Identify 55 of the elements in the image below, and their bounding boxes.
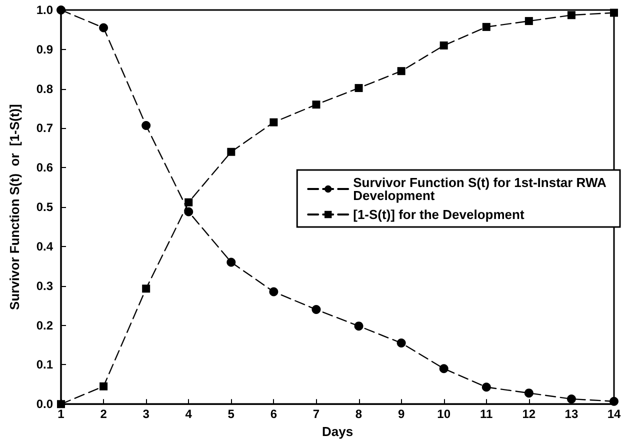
point	[524, 17, 533, 26]
x-tick-label: 11	[480, 407, 494, 422]
x-tick-label: 1	[58, 407, 65, 422]
x-tick-label: 6	[270, 407, 278, 422]
y-tick-label: 0.3	[36, 278, 54, 293]
point	[184, 198, 193, 206]
x-tick-label: 5	[228, 407, 235, 422]
point	[524, 388, 534, 398]
point	[142, 284, 150, 293]
point	[354, 84, 363, 92]
point	[312, 100, 320, 109]
x-tick-label: 2	[100, 407, 108, 422]
point	[566, 394, 576, 404]
point	[610, 396, 618, 406]
point	[439, 364, 448, 374]
x-tick-label: 3	[142, 407, 150, 422]
x-tick-label: 10	[437, 407, 451, 422]
point	[610, 8, 618, 17]
point	[142, 120, 151, 130]
point	[227, 148, 236, 156]
point	[270, 118, 278, 126]
point	[226, 258, 236, 267]
point	[100, 382, 108, 390]
x-tick-label: 13	[564, 407, 578, 422]
point	[312, 305, 321, 314]
point	[440, 41, 448, 50]
y-tick-label: 0.5	[36, 200, 54, 214]
legend-label: Survivor Function S(t) for 1st-Instar RWA Development	[353, 175, 610, 203]
y-tick-label: 0.8	[36, 82, 54, 96]
y-axis-title: Survivor Function S(t) or [1-S(t)]	[7, 104, 22, 310]
point	[354, 322, 364, 331]
x-tick-label: 4	[185, 407, 192, 422]
y-tick-label: 0.1	[36, 358, 54, 372]
x-tick-label: 8	[355, 407, 362, 422]
x-axis-title: Days	[322, 424, 354, 439]
point	[482, 382, 491, 392]
point	[567, 11, 576, 20]
legend-label: [1-S(t)] for the Development	[353, 207, 525, 222]
y-tick-label: 0.6	[36, 160, 54, 175]
y-tick-label: 0.2	[36, 318, 54, 332]
point	[269, 287, 278, 296]
y-tick-label: 1.0	[36, 3, 54, 17]
y-tick-label: 0.9	[36, 42, 54, 56]
point	[482, 22, 490, 31]
x-tick-label: 14	[607, 407, 621, 422]
x-tick-label: 9	[398, 407, 405, 422]
y-tick-label: 0.0	[36, 397, 54, 412]
point	[397, 67, 406, 76]
y-tick-label: 0.7	[36, 121, 54, 136]
y-tick-label: 0.4	[36, 239, 54, 254]
point	[99, 23, 108, 32]
point	[184, 207, 194, 216]
x-tick-label: 12	[522, 407, 536, 422]
point	[396, 338, 406, 348]
x-tick-label: 7	[312, 407, 320, 422]
